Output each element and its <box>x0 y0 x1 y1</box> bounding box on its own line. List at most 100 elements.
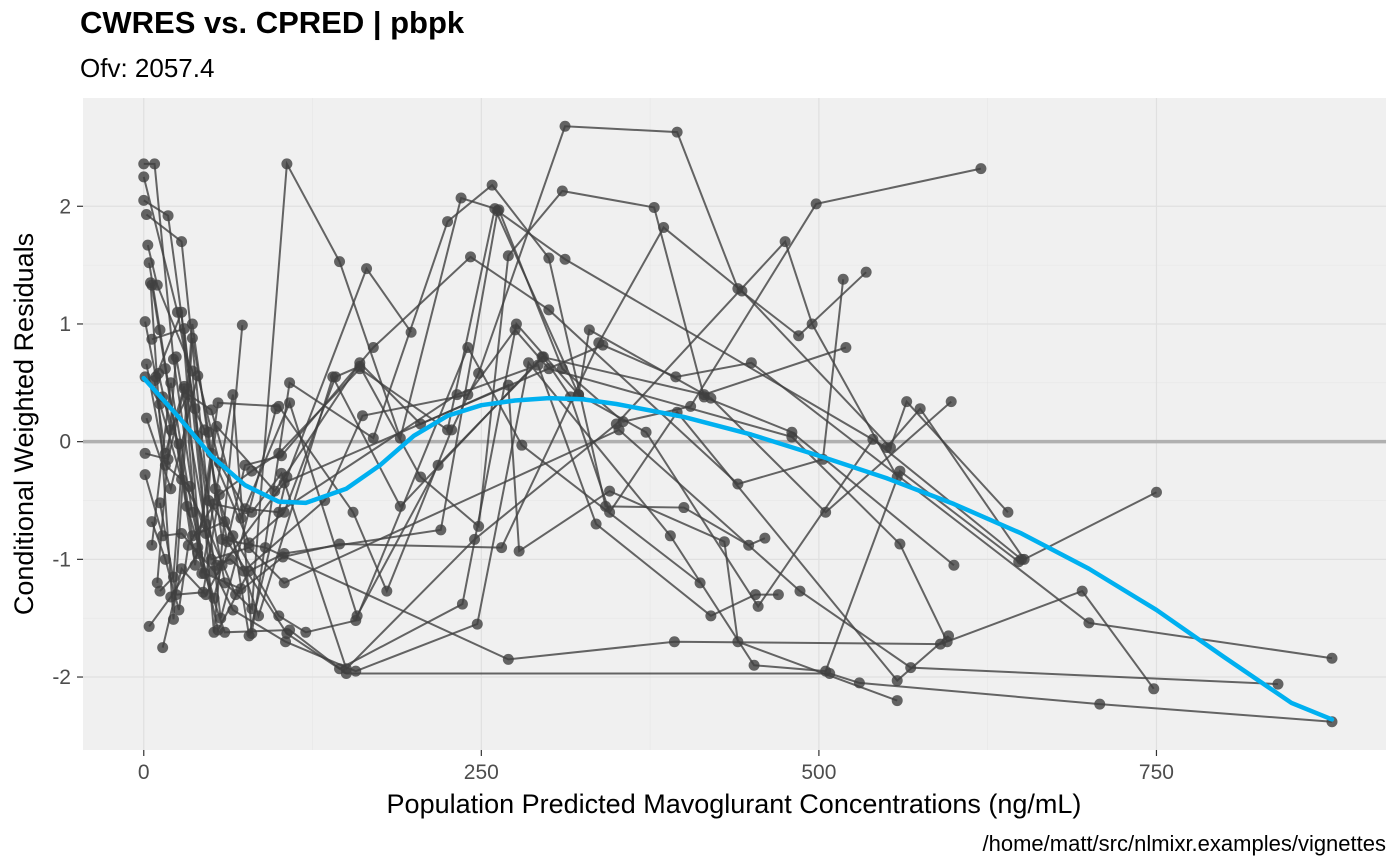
data-point <box>824 668 836 680</box>
y-tick-label: 1 <box>59 313 71 336</box>
subject-group <box>146 236 903 675</box>
subject-line <box>159 323 1155 690</box>
data-point <box>948 559 960 571</box>
data-point <box>532 359 544 371</box>
data-point <box>153 367 165 379</box>
data-point <box>759 532 771 544</box>
data-point <box>367 342 379 354</box>
data-point <box>178 323 190 335</box>
data-point <box>176 563 188 575</box>
data-point <box>146 279 158 291</box>
data-point <box>1272 678 1284 690</box>
data-point <box>432 459 444 471</box>
data-point <box>496 542 508 554</box>
data-point <box>284 377 296 389</box>
data-point <box>246 506 258 518</box>
data-point <box>613 424 625 436</box>
data-point <box>486 179 498 191</box>
plot-caption: /home/matt/src/nlmixr.examples/vignettes <box>983 831 1386 856</box>
data-point <box>140 209 152 221</box>
data-point <box>361 263 373 275</box>
data-point <box>182 539 194 551</box>
data-point <box>1018 553 1030 565</box>
data-point <box>705 392 717 404</box>
data-point <box>354 363 366 375</box>
subject-group <box>139 357 1025 677</box>
chart-title: CWRES vs. CPRED | pbpk <box>80 5 465 40</box>
data-point <box>891 675 903 687</box>
data-point <box>901 396 913 408</box>
data-point <box>273 610 285 622</box>
data-point <box>167 571 179 583</box>
data-point <box>604 485 616 497</box>
data-point <box>745 357 757 369</box>
data-point <box>415 471 427 483</box>
data-point <box>357 410 369 422</box>
data-point <box>334 256 346 268</box>
y-tick-label: 2 <box>59 195 71 218</box>
data-point <box>367 432 379 444</box>
data-point <box>471 618 483 630</box>
data-point <box>205 404 217 416</box>
subject-group <box>146 205 1162 636</box>
data-point <box>334 538 346 550</box>
subject-group <box>140 324 953 648</box>
data-point <box>1094 698 1106 710</box>
data-point <box>583 324 595 336</box>
data-point <box>192 547 204 559</box>
data-point <box>162 210 174 222</box>
data-point <box>1076 585 1088 597</box>
data-point <box>236 319 248 331</box>
data-point <box>523 357 535 369</box>
data-point <box>502 250 514 262</box>
data-point <box>165 591 177 603</box>
data-point <box>456 598 468 610</box>
data-point <box>176 527 188 539</box>
data-point <box>238 565 250 577</box>
data-point <box>1148 683 1160 695</box>
data-point <box>779 236 791 248</box>
data-point <box>752 600 764 612</box>
data-point <box>184 480 196 492</box>
chart-subtitle: Ofv: 2057.4 <box>80 53 214 83</box>
data-point <box>597 339 609 351</box>
data-point <box>469 533 481 545</box>
data-point <box>670 371 682 383</box>
data-point <box>278 577 290 589</box>
data-point <box>671 126 683 138</box>
plot-panel <box>83 98 1386 750</box>
data-point <box>329 371 341 383</box>
data-point <box>275 467 287 479</box>
data-point <box>139 316 151 328</box>
data-point <box>465 251 477 263</box>
y-axis-title: Conditional Weighted Residuals <box>9 233 39 615</box>
data-point <box>224 553 236 565</box>
subject-line <box>151 189 955 567</box>
data-point <box>794 585 806 597</box>
data-point <box>455 192 467 204</box>
data-point <box>543 363 555 375</box>
data-point <box>891 695 903 707</box>
data-point <box>442 216 454 228</box>
data-point <box>880 442 892 454</box>
data-point <box>139 469 151 481</box>
data-point <box>146 333 158 345</box>
data-point <box>905 662 917 674</box>
data-point <box>718 536 730 548</box>
data-point <box>1326 652 1338 664</box>
data-point <box>543 304 555 316</box>
data-point <box>284 397 296 409</box>
data-point <box>442 424 454 436</box>
data-point <box>590 518 602 530</box>
data-point <box>509 324 521 336</box>
data-point <box>246 465 258 477</box>
data-point <box>300 626 312 638</box>
data-point <box>149 158 161 170</box>
data-point <box>853 677 865 689</box>
x-axis-title: Population Predicted Mavoglurant Concent… <box>387 789 1082 819</box>
data-point <box>154 497 166 509</box>
subject-line <box>148 551 1333 723</box>
data-point <box>502 653 514 665</box>
x-tick-label: 750 <box>1139 761 1174 784</box>
data-point <box>273 506 285 518</box>
